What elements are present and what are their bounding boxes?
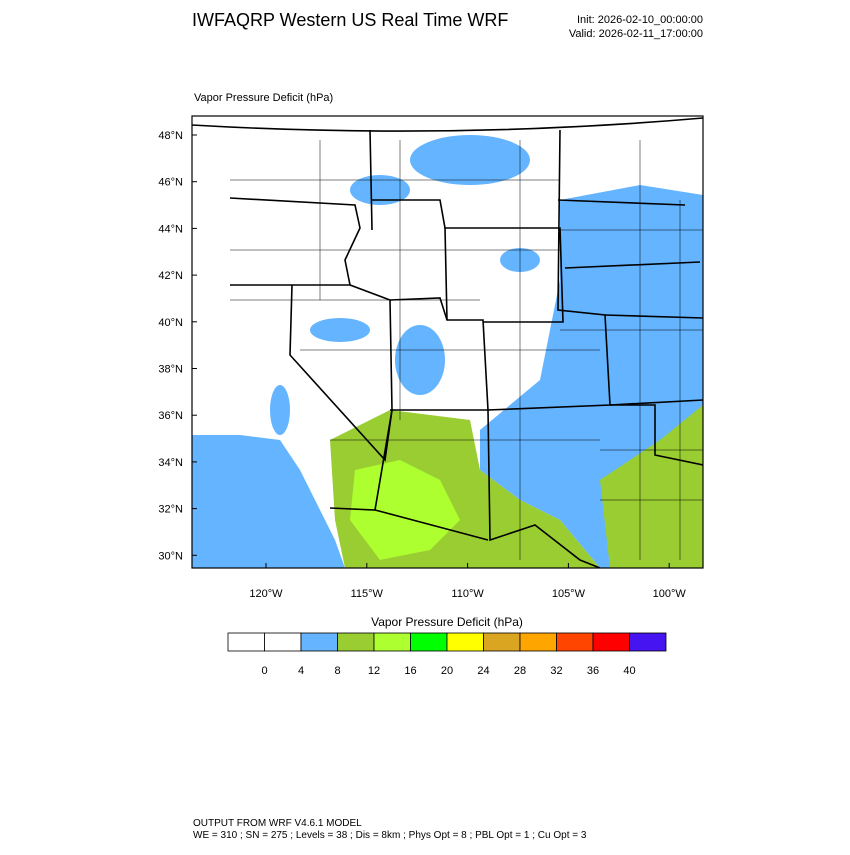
colorbar-box (556, 632, 594, 652)
colorbar-label: 36 (587, 665, 599, 677)
colorbar-box (227, 632, 265, 652)
texas-field (600, 405, 703, 568)
county-lines (230, 140, 703, 560)
footer-line: WE = 310 ; SN = 275 ; Levels = 38 ; Dis … (193, 830, 587, 841)
colorbar-box (410, 632, 448, 652)
lon-labels: 120°W 115°W 110°W 105°W 100°W (249, 563, 686, 600)
utah-field (395, 325, 445, 395)
colorbar-label: 8 (334, 665, 340, 677)
nevada-field (310, 318, 370, 342)
colorbar-box (264, 632, 302, 652)
lat-label: 38°N (158, 364, 183, 376)
valley-field (270, 385, 290, 435)
colorbar-label: 4 (298, 665, 304, 677)
colorbar-box (519, 632, 557, 652)
map-label: Vapor Pressure Deficit (hPa) (194, 92, 333, 104)
colorbar-box (483, 632, 521, 652)
lat-label: 40°N (158, 317, 183, 329)
lat-label: 42°N (158, 270, 183, 282)
lon-label: 120°W (249, 588, 283, 600)
colorbar-label: 24 (477, 665, 489, 677)
state-lines (192, 117, 703, 568)
desert-field (350, 460, 460, 560)
colorbar-label: 16 (404, 665, 416, 677)
colorbar-title: Vapor Pressure Deficit (hPa) (371, 615, 523, 629)
lon-label: 105°W (552, 588, 586, 600)
north-field (410, 135, 530, 185)
valid-time: Valid: 2026-02-11_17:00:00 (569, 28, 703, 40)
map (192, 116, 703, 568)
colorbar-box (373, 632, 411, 652)
colorbar-box (300, 632, 338, 652)
colorbar-box (337, 632, 375, 652)
lat-label: 34°N (158, 457, 183, 469)
lon-label: 110°W (451, 588, 484, 600)
lat-label: 46°N (158, 177, 183, 189)
colorbar-box (446, 632, 484, 652)
colorbar: 0 4 8 12 16 20 24 28 32 36 40 (227, 632, 667, 677)
lat-label: 30°N (158, 550, 183, 562)
lat-label: 44°N (158, 223, 183, 235)
lon-label: 115°W (351, 588, 384, 600)
ocean-field (192, 435, 345, 568)
lon-label: 100°W (653, 588, 687, 600)
colorbar-box (592, 632, 630, 652)
colorbar-label: 40 (623, 665, 635, 677)
lat-labels: 48°N 46°N 44°N 42°N 40°N 38°N 36°N 34°N 32°N 30°N (158, 130, 197, 562)
map-frame (191, 115, 704, 569)
init-time: Init: 2026-02-10_00:00:00 (577, 14, 703, 26)
colorbar-box (629, 632, 667, 652)
lat-label: 48°N (158, 130, 183, 142)
north-field (350, 175, 410, 205)
colorbar-label: 20 (441, 665, 453, 677)
lat-label: 32°N (158, 504, 183, 516)
title: IWFAQRP Western US Real Time WRF (192, 10, 508, 30)
colorbar-label: 28 (514, 665, 526, 677)
colorbar-label: 12 (368, 665, 380, 677)
colorbar-label: 32 (550, 665, 562, 677)
lat-label: 36°N (158, 410, 183, 422)
colorbar-label: 0 (261, 665, 267, 677)
footer-line: OUTPUT FROM WRF V4.6.1 MODEL (193, 818, 362, 829)
